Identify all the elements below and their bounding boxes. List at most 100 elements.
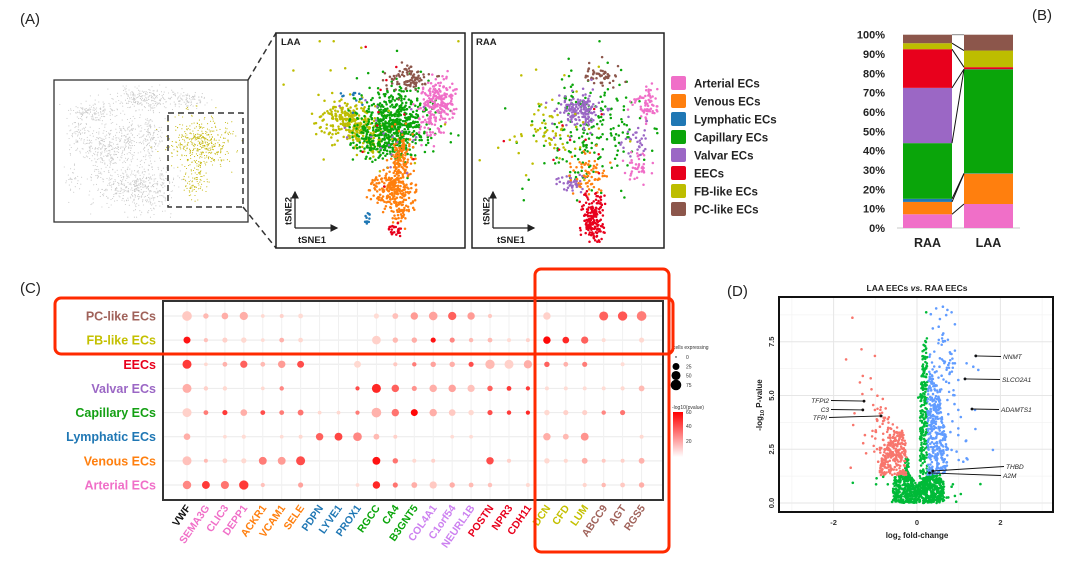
laa-cell-point	[395, 196, 399, 199]
overview-point	[71, 133, 74, 135]
laa-cell-point	[371, 111, 374, 114]
raa-cell-point	[586, 117, 590, 121]
overview-point	[183, 95, 185, 97]
overview-point	[77, 141, 79, 143]
laa-cell-point	[376, 91, 380, 94]
laa-cell-point	[404, 67, 407, 71]
raa-cell-point	[631, 103, 634, 106]
raa-cell-point	[656, 105, 659, 108]
overview-point	[214, 125, 216, 127]
dot-col4a1	[430, 361, 436, 368]
overview-point	[227, 132, 229, 134]
overview-point	[70, 188, 72, 190]
raa-cell-point	[590, 189, 594, 192]
overview-point	[109, 151, 111, 153]
overview-point	[171, 181, 174, 183]
zoom-connector-bottom	[242, 206, 277, 249]
overview-point	[110, 199, 112, 201]
laa-cell-point	[406, 64, 409, 67]
overview-point	[143, 134, 145, 136]
laa-cell-point	[400, 130, 404, 133]
overview-point	[185, 108, 187, 110]
laa-cell-point	[347, 109, 350, 112]
overview-point	[136, 181, 138, 183]
overview-point	[88, 149, 90, 152]
overview-point	[118, 184, 120, 186]
overview-point	[140, 92, 142, 94]
raa-cell-point	[564, 106, 567, 109]
overview-point	[68, 201, 70, 203]
raa-cell-point	[569, 165, 572, 169]
raa-cell-point	[584, 96, 587, 100]
laa-cell-point	[369, 135, 373, 139]
laa-cell-point	[368, 146, 371, 149]
overview-point	[98, 138, 100, 140]
raa-cell-point	[533, 127, 537, 131]
raa-cell-point	[557, 101, 560, 105]
laa-cell-point	[365, 132, 369, 136]
overview-point	[122, 102, 124, 104]
overview-point	[104, 108, 106, 110]
overview-point	[194, 200, 196, 202]
laa-cell-point	[365, 109, 369, 113]
raa-cell-point	[567, 74, 571, 78]
overview-point	[97, 189, 99, 192]
laa-cell-point	[340, 127, 343, 131]
laa-cell-point	[431, 90, 434, 93]
overview-point	[101, 115, 103, 117]
overview-point	[115, 162, 117, 164]
overview-point	[102, 140, 104, 142]
overview-point	[147, 188, 149, 190]
overview-point	[140, 151, 142, 153]
overview-point	[211, 127, 213, 129]
laa-cell-point	[402, 74, 406, 78]
raa-cell-point	[595, 105, 598, 108]
overview-point	[206, 128, 209, 130]
overview-point	[134, 195, 136, 197]
overview-point	[232, 133, 234, 135]
laa-cell-point	[428, 134, 432, 138]
raa-cell-point	[557, 148, 561, 151]
overview-point	[183, 92, 185, 94]
laa-cell-point	[403, 82, 406, 86]
overview-point	[156, 196, 158, 198]
overview-point	[77, 112, 79, 114]
laa-cell-point	[400, 145, 404, 149]
overview-point	[127, 157, 129, 159]
raa-cell-point	[636, 148, 639, 151]
laa-cell-point	[429, 116, 433, 120]
overview-point	[184, 135, 186, 137]
raa-cell-point	[644, 99, 647, 103]
overview-point	[164, 118, 166, 120]
overview-point	[152, 183, 154, 185]
overview-point	[199, 153, 201, 155]
raa-cell-point	[585, 189, 589, 193]
raa-cell-point	[603, 174, 606, 178]
overview-point	[124, 211, 126, 213]
overview-point	[111, 156, 113, 158]
overview-point	[200, 175, 202, 178]
overview-point	[153, 92, 155, 94]
overview-point	[150, 107, 152, 109]
raa-cell-point	[590, 126, 593, 129]
overview-point	[112, 183, 115, 186]
overview-point	[183, 189, 185, 191]
overview-point	[105, 154, 107, 156]
overview-point	[152, 138, 154, 140]
overview-point	[220, 150, 222, 152]
overview-point	[199, 171, 201, 173]
laa-cell-point	[355, 130, 359, 134]
overview-point	[201, 142, 203, 144]
overview-point	[191, 185, 193, 187]
bar-segment-lymphatic	[903, 198, 952, 202]
overview-point	[173, 149, 175, 151]
overview-point	[211, 145, 213, 147]
dot-neurl1b	[467, 312, 475, 320]
overview-point	[106, 189, 108, 191]
laa-cell-point	[414, 88, 418, 91]
laa-cell-point	[361, 141, 365, 145]
overview-point	[211, 164, 214, 166]
overview-point	[150, 207, 152, 210]
overview-point	[190, 157, 192, 159]
laa-cell-point	[369, 182, 373, 186]
